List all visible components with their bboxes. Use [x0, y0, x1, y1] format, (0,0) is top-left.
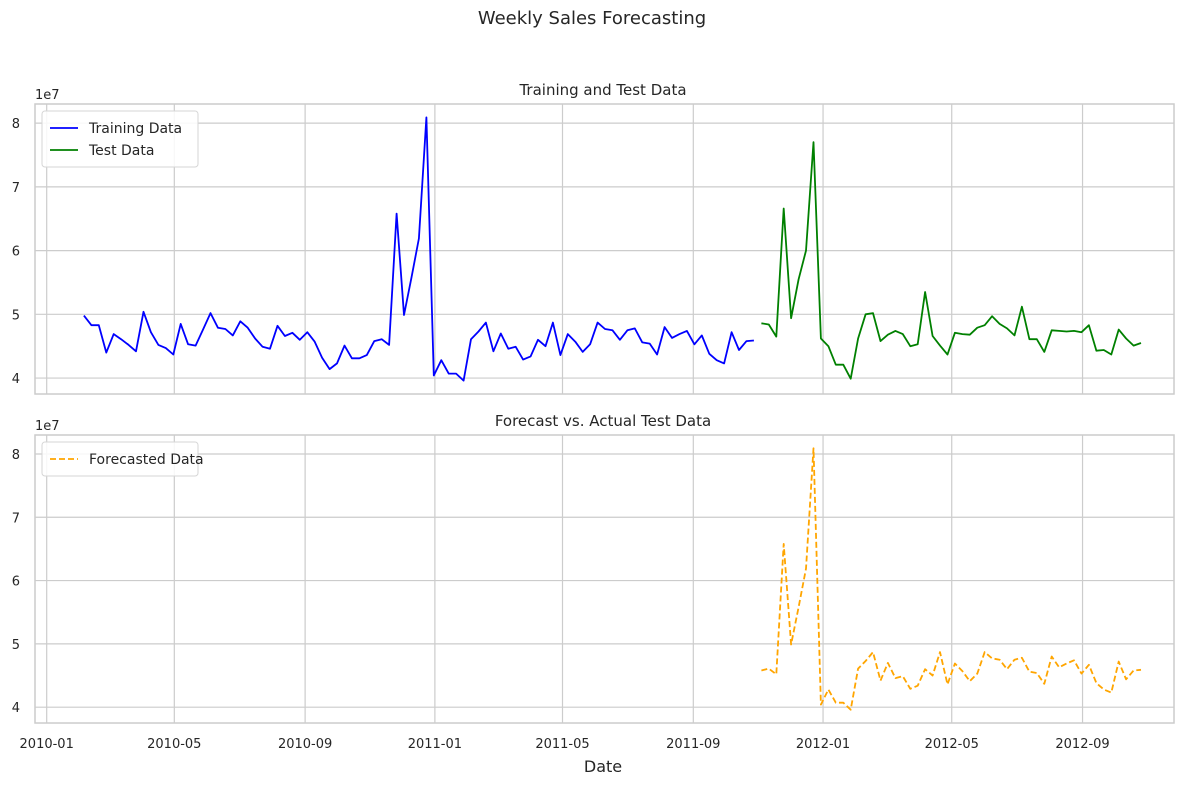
bottom-panel-x-tick-label: 2012-09 — [1055, 737, 1109, 752]
bottom-panel-x-tick-label: 2011-01 — [408, 737, 462, 752]
bottom-panel-x-tick-label: 2010-05 — [147, 737, 201, 752]
top-panel-offset-label: 1e7 — [35, 88, 60, 103]
bottom-panel: Forecast vs. Actual Test Data 1e7 45678 … — [12, 412, 1175, 752]
bottom-panel-legend-label: Forecasted Data — [89, 452, 204, 468]
bottom-panel-x-tick-label: 2011-09 — [666, 737, 720, 752]
top-panel-y-tick-label: 7 — [12, 181, 20, 196]
top-panel-axes-frame-rect — [34, 103, 1175, 395]
top-panel-y-tick-label: 5 — [12, 308, 20, 323]
top-panel-series-line-2 — [761, 141, 1142, 380]
bottom-panel-y-tick-label: 8 — [12, 448, 20, 463]
bottom-panel-x-tick-label: 2010-01 — [20, 737, 74, 752]
bottom-panel-x-tick-label: 2010-09 — [278, 737, 332, 752]
bottom-panel-series — [761, 447, 1142, 711]
bottom-panel-legend: Forecasted Data — [41, 441, 204, 477]
top-panel-legend-box — [41, 110, 199, 168]
bottom-panel-legend-box — [41, 441, 199, 477]
bottom-panel-title: Forecast vs. Actual Test Data — [495, 412, 711, 430]
bottom-panel-offset-label: 1e7 — [35, 419, 60, 434]
bottom-panel-y-tick-label: 7 — [12, 511, 20, 526]
top-panel-legend-label: Test Data — [88, 143, 154, 159]
bottom-panel-x-ticks: 2010-01 2010-05 2010-09 2011-01 2011-05 2011-… — [20, 737, 1110, 752]
bottom-panel-x-tick-label: 2012-05 — [925, 737, 979, 752]
bottom-panel-y-tick-label: 4 — [12, 701, 20, 716]
bottom-panel-frame — [34, 434, 1175, 724]
top-panel-legend-label: Training Data — [88, 121, 182, 137]
top-panel-legend: Training Data Test Data — [41, 110, 199, 168]
bottom-panel-y-tick-label: 5 — [12, 638, 20, 653]
bottom-panel-x-tick-label: 2012-01 — [796, 737, 850, 752]
figure-title: Weekly Sales Forecasting — [478, 8, 706, 29]
bottom-panel-x-tick-label: 2011-05 — [535, 737, 589, 752]
top-panel-y-ticks: 4 5 6 7 8 — [12, 117, 20, 387]
top-panel-y-tick-label: 4 — [12, 372, 20, 387]
top-panel-series — [83, 116, 1142, 382]
top-panel-title: Training and Test Data — [518, 81, 686, 99]
top-panel-grid — [35, 104, 1174, 394]
bottom-panel-axes-frame-rect — [34, 434, 1175, 724]
x-axis-label: Date — [584, 757, 622, 776]
bottom-panel-y-tick-label: 6 — [12, 575, 20, 590]
top-panel-y-tick-label: 8 — [12, 117, 20, 132]
bottom-panel-series-line-1 — [761, 447, 1142, 711]
top-panel-y-tick-label: 6 — [12, 245, 20, 260]
top-panel-frame — [34, 103, 1175, 395]
top-panel-series-line-1 — [83, 116, 754, 382]
top-panel: Training and Test Data 1e7 4 5 6 7 8 Trainin… — [12, 81, 1175, 395]
bottom-panel-y-ticks: 4 5 6 7 8 — [12, 448, 20, 716]
